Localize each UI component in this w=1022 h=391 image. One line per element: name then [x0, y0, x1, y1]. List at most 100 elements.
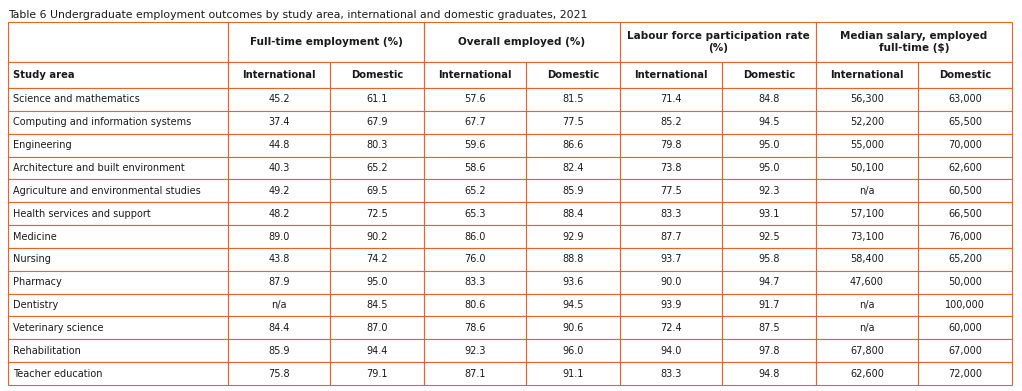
- Text: Domestic: Domestic: [939, 70, 991, 80]
- Bar: [918, 179, 1012, 202]
- Bar: [424, 134, 526, 156]
- Bar: [816, 248, 918, 271]
- Bar: [918, 134, 1012, 156]
- Bar: [816, 22, 1012, 62]
- Text: 55,000: 55,000: [850, 140, 884, 150]
- Text: 94.8: 94.8: [758, 369, 780, 378]
- Bar: [8, 156, 228, 179]
- Text: n/a: n/a: [860, 323, 875, 333]
- Bar: [424, 156, 526, 179]
- Bar: [228, 248, 330, 271]
- Bar: [526, 339, 620, 362]
- Bar: [620, 22, 816, 62]
- Bar: [330, 362, 424, 385]
- Bar: [918, 225, 1012, 248]
- Bar: [722, 111, 816, 134]
- Text: 44.8: 44.8: [269, 140, 289, 150]
- Bar: [722, 248, 816, 271]
- Text: Health services and support: Health services and support: [13, 209, 151, 219]
- Text: 72,000: 72,000: [948, 369, 982, 378]
- Text: 50,100: 50,100: [850, 163, 884, 173]
- Bar: [816, 339, 918, 362]
- Bar: [918, 248, 1012, 271]
- Text: 94.7: 94.7: [758, 277, 780, 287]
- Text: International: International: [438, 70, 512, 80]
- Bar: [228, 339, 330, 362]
- Bar: [8, 202, 228, 225]
- Text: 79.1: 79.1: [366, 369, 387, 378]
- Text: 94.4: 94.4: [366, 346, 387, 356]
- Text: 95.0: 95.0: [758, 140, 780, 150]
- Bar: [722, 271, 816, 294]
- Text: 67.7: 67.7: [464, 117, 485, 127]
- Bar: [620, 294, 722, 316]
- Bar: [816, 179, 918, 202]
- Bar: [424, 339, 526, 362]
- Bar: [816, 362, 918, 385]
- Text: 65,500: 65,500: [948, 117, 982, 127]
- Text: 57.6: 57.6: [464, 94, 485, 104]
- Bar: [526, 271, 620, 294]
- Bar: [8, 362, 228, 385]
- Text: 76,000: 76,000: [948, 231, 982, 242]
- Text: 83.3: 83.3: [660, 209, 682, 219]
- Text: 67,800: 67,800: [850, 346, 884, 356]
- Bar: [8, 22, 228, 62]
- Bar: [330, 225, 424, 248]
- Text: Table 6 Undergraduate employment outcomes by study area, international and domes: Table 6 Undergraduate employment outcome…: [8, 10, 588, 20]
- Text: Veterinary science: Veterinary science: [13, 323, 103, 333]
- Text: 65.2: 65.2: [464, 186, 485, 196]
- Text: 95.0: 95.0: [366, 277, 387, 287]
- Bar: [722, 202, 816, 225]
- Text: 88.8: 88.8: [562, 255, 584, 264]
- Text: 100,000: 100,000: [945, 300, 985, 310]
- Bar: [330, 88, 424, 111]
- Text: 92.3: 92.3: [464, 346, 485, 356]
- Text: Labour force participation rate
(%): Labour force participation rate (%): [626, 31, 809, 53]
- Bar: [8, 339, 228, 362]
- Text: 95.0: 95.0: [758, 163, 780, 173]
- Text: Full-time employment (%): Full-time employment (%): [249, 37, 403, 47]
- Text: Medicine: Medicine: [13, 231, 57, 242]
- Text: n/a: n/a: [860, 300, 875, 310]
- Bar: [722, 339, 816, 362]
- Bar: [526, 62, 620, 88]
- Bar: [526, 134, 620, 156]
- Bar: [918, 111, 1012, 134]
- Bar: [424, 202, 526, 225]
- Text: 77.5: 77.5: [562, 117, 584, 127]
- Bar: [918, 156, 1012, 179]
- Text: 95.8: 95.8: [758, 255, 780, 264]
- Bar: [816, 225, 918, 248]
- Bar: [526, 88, 620, 111]
- Bar: [330, 156, 424, 179]
- Text: Domestic: Domestic: [351, 70, 403, 80]
- Bar: [722, 225, 816, 248]
- Bar: [526, 156, 620, 179]
- Text: 70,000: 70,000: [948, 140, 982, 150]
- Text: 86.6: 86.6: [562, 140, 584, 150]
- Bar: [722, 62, 816, 88]
- Text: International: International: [242, 70, 316, 80]
- Bar: [8, 88, 228, 111]
- Bar: [228, 225, 330, 248]
- Text: 72.4: 72.4: [660, 323, 682, 333]
- Bar: [620, 179, 722, 202]
- Bar: [722, 316, 816, 339]
- Text: 94.5: 94.5: [758, 117, 780, 127]
- Text: Domestic: Domestic: [547, 70, 599, 80]
- Text: Teacher education: Teacher education: [13, 369, 102, 378]
- Bar: [330, 62, 424, 88]
- Text: 66,500: 66,500: [948, 209, 982, 219]
- Bar: [330, 179, 424, 202]
- Text: 76.0: 76.0: [464, 255, 485, 264]
- Bar: [816, 88, 918, 111]
- Text: 87.5: 87.5: [758, 323, 780, 333]
- Bar: [8, 62, 228, 88]
- Bar: [620, 271, 722, 294]
- Bar: [918, 202, 1012, 225]
- Text: 92.5: 92.5: [758, 231, 780, 242]
- Bar: [424, 111, 526, 134]
- Bar: [8, 316, 228, 339]
- Bar: [330, 202, 424, 225]
